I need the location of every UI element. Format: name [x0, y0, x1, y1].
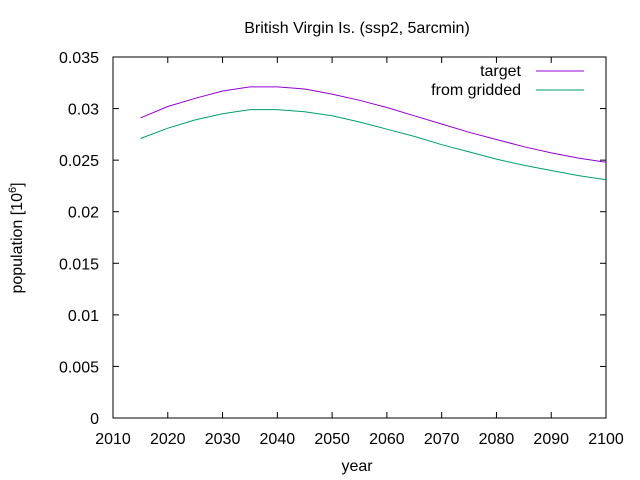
x-tick-label: 2090	[533, 431, 569, 448]
y-tick-label: 0.01	[68, 308, 99, 325]
chart-title: British Virgin Is. (ssp2, 5arcmin)	[244, 20, 470, 37]
x-tick-label: 2080	[479, 431, 515, 448]
y-tick-label: 0.025	[59, 153, 99, 170]
series-group	[140, 86, 607, 181]
series-line-from-gridded	[140, 109, 607, 181]
y-axis-label-close: ]	[9, 182, 26, 186]
x-tick-label: 2070	[424, 431, 460, 448]
x-tick-label: 2010	[95, 431, 131, 448]
series-line-target	[140, 86, 607, 163]
legend: target from gridded	[431, 63, 584, 99]
y-tick-label: 0.005	[59, 359, 99, 376]
plot-frame	[112, 56, 607, 419]
x-tick-label: 2100	[588, 431, 624, 448]
y-tick-label: 0.035	[59, 50, 99, 67]
y-tick-label: 0.015	[59, 256, 99, 273]
y-tick-label: 0.02	[68, 205, 99, 222]
x-axis-label: year	[341, 458, 373, 475]
y-axis-label: population [106]	[7, 182, 26, 293]
legend-label-target: target	[480, 63, 521, 80]
y-axis-label-main: population [10	[9, 193, 26, 294]
y-tick-label: 0	[90, 411, 99, 428]
x-tick-label: 2060	[369, 431, 405, 448]
y-axis-label-exponent: 6	[7, 187, 19, 193]
y-axis: 0 0.005 0.01 0.015 0.02 0.025 0.03 0.035	[59, 50, 606, 428]
x-tick-label: 2020	[150, 431, 186, 448]
x-tick-label: 2040	[260, 431, 296, 448]
x-tick-label: 2030	[205, 431, 241, 448]
y-tick-label: 0.03	[68, 102, 99, 119]
x-axis: 2010 2020 2030 2040 2050 2060 2070 2080 2090 2100	[95, 57, 624, 448]
legend-label-from-gridded: from gridded	[431, 82, 521, 99]
x-tick-label: 2050	[314, 431, 350, 448]
